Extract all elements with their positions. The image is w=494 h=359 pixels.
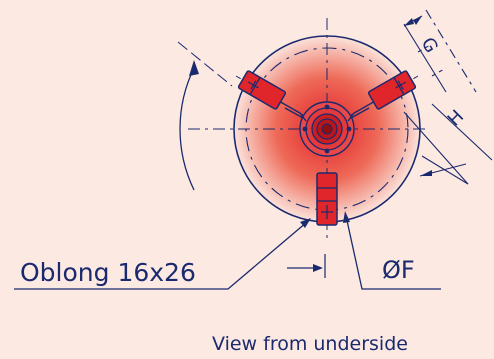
pad-width-dimension bbox=[287, 254, 326, 278]
mounting-pad-left bbox=[237, 70, 287, 110]
rotation-arrow bbox=[179, 67, 195, 191]
oblong-leader bbox=[14, 221, 308, 290]
center-hub bbox=[299, 101, 355, 157]
mounting-pad-right bbox=[367, 70, 417, 110]
rotation-arrow-lead bbox=[177, 41, 233, 87]
view-caption: View from underside bbox=[212, 333, 408, 355]
rotation-arrow-head bbox=[189, 60, 199, 76]
diameter-label: ØF bbox=[382, 256, 415, 284]
mounting-pad-bottom bbox=[316, 172, 338, 226]
oblong-label: Oblong 16x26 bbox=[20, 258, 196, 287]
diameter-leader bbox=[345, 215, 441, 290]
